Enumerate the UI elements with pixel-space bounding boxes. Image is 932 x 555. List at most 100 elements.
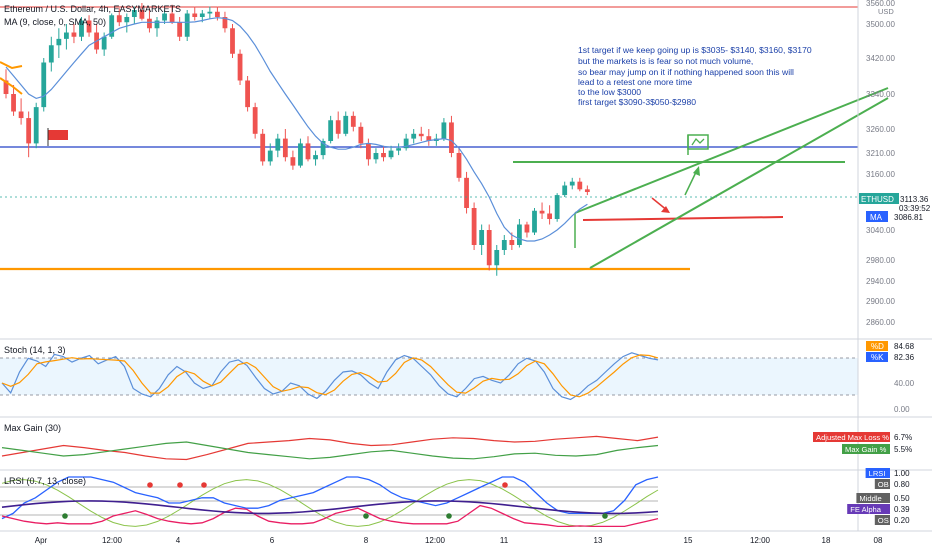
- price-tick: 3210.00: [866, 149, 895, 158]
- candle-body: [320, 141, 326, 156]
- lrsi-badge-tag: [874, 479, 890, 489]
- candle-body: [532, 210, 537, 233]
- candle-body: [426, 136, 432, 141]
- candle-body: [328, 120, 334, 141]
- channel-upper-line[interactable]: [574, 87, 889, 214]
- stoch-d-line: [1, 354, 659, 398]
- stoch-k-badge: %K 82.36: [866, 352, 915, 362]
- lrsi-pink-line: [1, 504, 659, 528]
- annotation-line-2: but the markets is is fear so not much v…: [578, 56, 753, 66]
- maxgain-tag: Max Gain %: [845, 445, 887, 454]
- lrsi-signal-dot: [446, 513, 452, 519]
- price-tick: 3340.00: [866, 90, 895, 99]
- price-tick: 2860.00: [866, 318, 895, 327]
- red-flag-icon: [47, 128, 68, 146]
- time-tick: Apr: [35, 536, 48, 545]
- annotation-line-5: to the low $3000: [578, 87, 641, 97]
- lrsi-badge-name: OS: [878, 516, 889, 525]
- channel-lower-line[interactable]: [589, 97, 889, 269]
- green-flag-icon: [687, 134, 709, 155]
- lrsi-label[interactable]: LRSI (0.7, 13, close): [4, 476, 86, 486]
- candle-body: [237, 53, 243, 81]
- time-tick: 12:00: [750, 536, 771, 545]
- badge-symbol: ETHUSD: [861, 195, 894, 204]
- stoch-tick-0: 0.00: [894, 405, 910, 414]
- stoch-tick-40: 40.00: [894, 379, 915, 388]
- time-tick: 4: [176, 536, 181, 545]
- maxloss-value: 6.7%: [894, 433, 912, 442]
- candle-body: [396, 148, 401, 151]
- candle-body: [350, 115, 356, 127]
- candle-body: [267, 150, 273, 162]
- ma-indicator-label[interactable]: MA (9, close, 0, SMA, 50): [4, 17, 106, 27]
- candle-body: [486, 230, 492, 266]
- ma-line: [5, 17, 588, 242]
- lrsi-blue-line: [1, 476, 659, 520]
- lrsi-badge-name: OB: [878, 480, 889, 489]
- lrsi-signal-dot: [502, 482, 508, 488]
- lrsi-signal-dot: [363, 513, 369, 519]
- badge-price: 3113.36: [900, 195, 929, 204]
- candle-body: [260, 133, 266, 162]
- candle-body: [207, 11, 213, 14]
- annotation-line-6: first target $3090-3$050-$2980: [578, 97, 696, 107]
- time-tick: 6: [270, 536, 275, 545]
- candle-body: [388, 150, 394, 158]
- stoch-d-value: 84.68: [894, 342, 915, 351]
- candle-body: [524, 224, 530, 233]
- orange-arrow-left-1: [0, 61, 23, 70]
- annotation-line-3: so bear may jump on it if nothing happen…: [578, 67, 794, 77]
- price-tick: 2900.00: [866, 297, 895, 306]
- stoch-k-line: [1, 352, 659, 401]
- annotation-text: 1st target if we keep going up is $3035-…: [578, 45, 812, 107]
- candle-body: [139, 10, 145, 19]
- red-horizontal-line[interactable]: [582, 216, 784, 221]
- candle-body: [366, 143, 371, 160]
- lrsi-signal-dot: [177, 482, 183, 488]
- candle-body: [358, 126, 364, 144]
- price-tick: 3500.00: [866, 20, 895, 29]
- badge-ma: MA: [870, 213, 883, 222]
- maxgain-label[interactable]: Max Gain (30): [4, 423, 61, 433]
- lrsi-signal-dots: [62, 482, 608, 519]
- price-tick: 3040.00: [866, 226, 895, 235]
- price-tick: 3260.00: [866, 125, 895, 134]
- stoch-d-tag: %D: [871, 342, 884, 351]
- candle-body: [373, 153, 379, 160]
- lrsi-badge-value: 0.50: [894, 494, 910, 503]
- lrsi-signal-dot: [201, 482, 207, 488]
- candle-body: [124, 17, 130, 23]
- currency-label: USD: [878, 7, 894, 16]
- candle-body: [48, 45, 54, 63]
- lrsi-badge-value: 0.39: [894, 505, 910, 514]
- stoch-k-tag: %K: [871, 353, 884, 362]
- lrsi-signal-dot: [147, 482, 153, 488]
- candle-body: [275, 138, 281, 151]
- candle-body: [577, 181, 583, 190]
- candle-body: [584, 189, 590, 193]
- ma-price-badge: MA 3086.81: [866, 211, 923, 222]
- candle-body: [169, 13, 175, 23]
- time-axis-ticks: Apr 12:00 4 6 8 12:00 11 13 15 12:00 18 08: [35, 536, 883, 545]
- candle-body: [335, 120, 341, 134]
- price-tick: 3420.00: [866, 54, 895, 63]
- lrsi-badges: LRSI 1.00 OB 0.80 Middle 0.50 FE Alpha 0.39 OS 0.…: [847, 468, 910, 525]
- candle-body: [245, 80, 250, 108]
- maxgain-badge: Max Gain % 5.5%: [842, 444, 912, 454]
- candle-body: [517, 224, 522, 245]
- candle-body: [554, 195, 560, 219]
- time-tick: 18: [822, 536, 831, 545]
- stoch-d-badge: %D 84.68: [866, 341, 915, 351]
- red-down-arrow-icon: [651, 197, 670, 213]
- candle-body: [471, 208, 477, 245]
- candle-body: [290, 157, 296, 166]
- candle-body: [71, 32, 77, 37]
- candle-body: [282, 138, 288, 158]
- annotation-line-4: lead to a retest one more time: [578, 77, 692, 87]
- candle-body: [230, 28, 235, 54]
- candle-body: [33, 107, 39, 144]
- fe-alpha-line: [1, 500, 659, 515]
- stoch-label[interactable]: Stoch (14, 1, 3): [4, 345, 66, 355]
- candle-body: [222, 17, 228, 29]
